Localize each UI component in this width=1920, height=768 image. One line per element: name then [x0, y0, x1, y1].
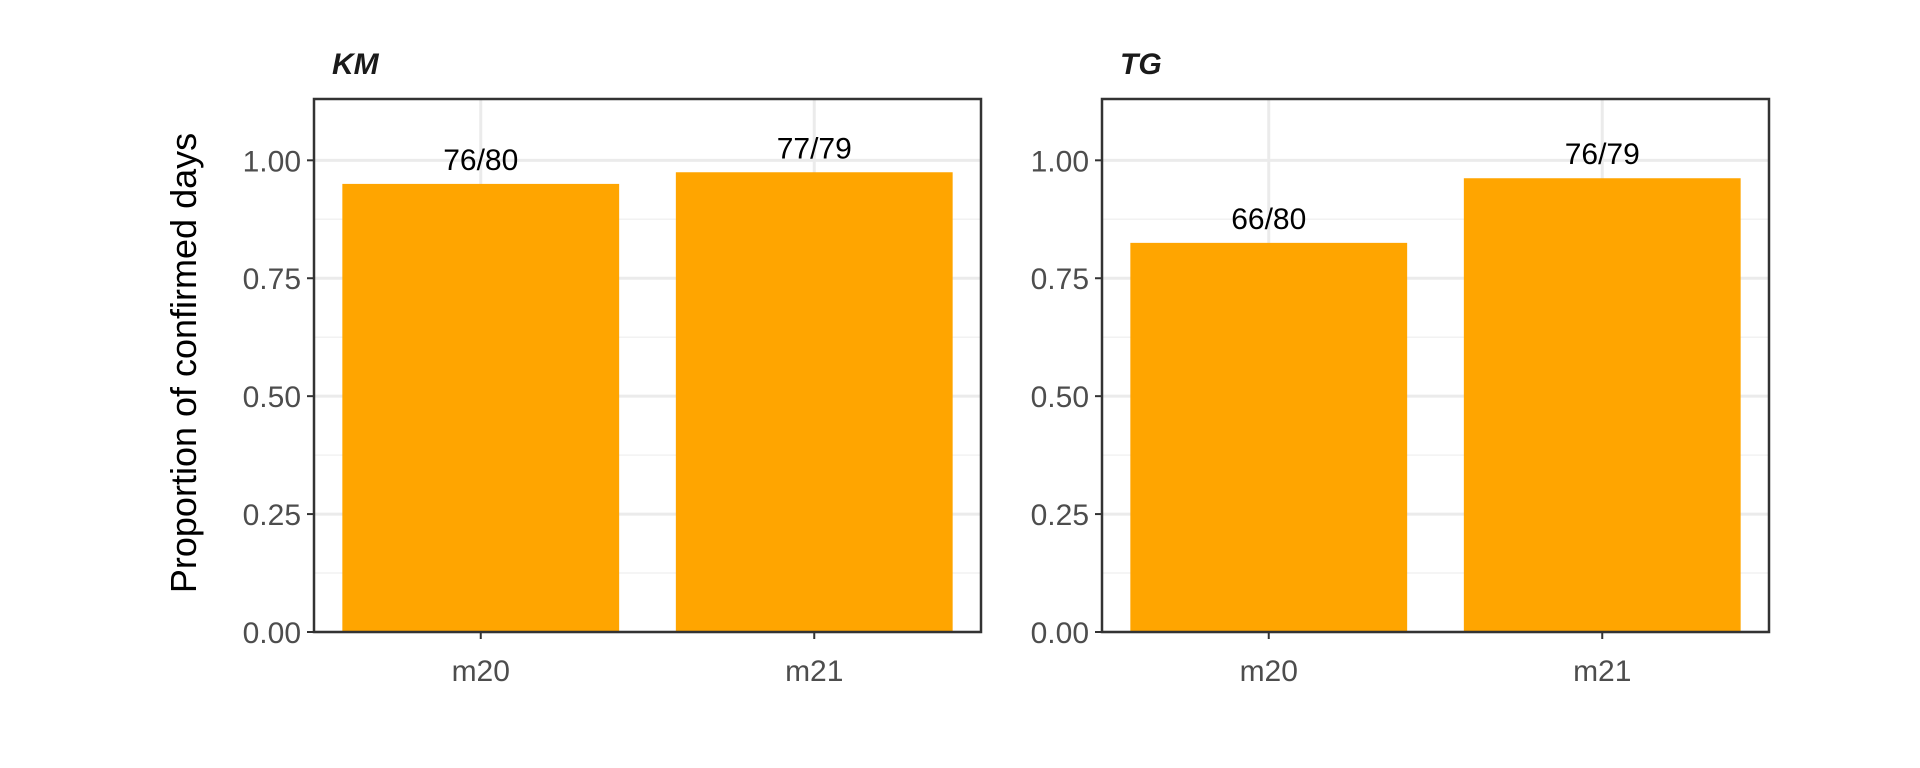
x-tick-label: m21	[1573, 655, 1631, 688]
x-tick-label: m20	[452, 655, 510, 688]
panel-tg: 66/80 m20 76/79 m21 0.00 0.25 0.50 0.75 1.00 TG	[1031, 48, 1771, 688]
bar-m20	[342, 183, 620, 632]
panels: 76/80 m20 77/79 m21 0.00 0.25 0.50 0.75 1.00 KM 66…	[243, 48, 1771, 688]
bar-m20	[1130, 242, 1408, 632]
bar-value-label: 76/79	[1565, 138, 1640, 171]
x-tick-label: m20	[1240, 655, 1298, 688]
bar-value-label: 66/80	[1231, 203, 1306, 236]
y-tick-label: 0.75	[1031, 263, 1089, 296]
y-tick-label: 1.00	[1031, 145, 1089, 178]
bar-value-label: 76/80	[443, 144, 518, 177]
y-tick-label: 0.50	[1031, 381, 1089, 414]
x-tick-label: m21	[785, 655, 843, 688]
y-tick-label: 0.00	[243, 617, 301, 650]
y-tick-label: 1.00	[243, 145, 301, 178]
bar-m21	[1463, 178, 1741, 632]
bar-value-label: 77/79	[777, 132, 852, 165]
panel-border	[1100, 97, 1771, 634]
y-tick-label: 0.75	[243, 263, 301, 296]
y-tick-label: 0.50	[243, 381, 301, 414]
y-tick-label: 0.00	[1031, 617, 1089, 650]
y-tick-label: 0.25	[1031, 499, 1089, 532]
panel-title: KM	[332, 48, 380, 81]
panel-km: 76/80 m20 77/79 m21 0.00 0.25 0.50 0.75 1.00 KM	[243, 48, 983, 688]
y-tick-label: 0.25	[243, 499, 301, 532]
panel-border	[312, 97, 983, 634]
panel-title: TG	[1120, 48, 1162, 81]
bar-m21	[675, 172, 953, 632]
y-axis-title: Proportion of confirmed days	[163, 133, 204, 593]
